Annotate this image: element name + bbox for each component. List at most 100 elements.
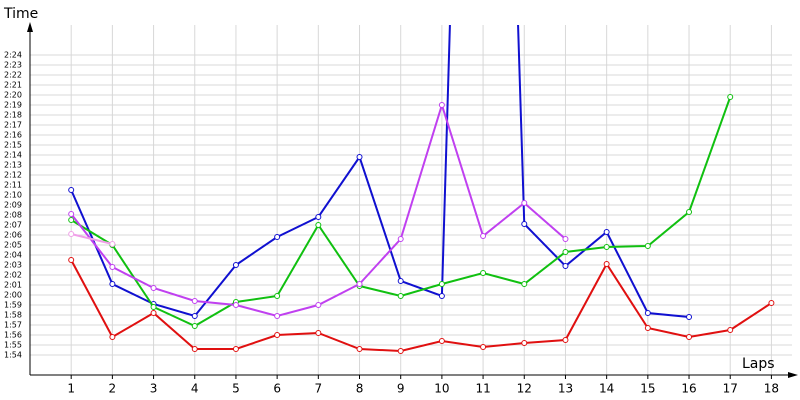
- point: [521, 200, 528, 206]
- x-tick-label: 10: [434, 382, 449, 396]
- point: [438, 102, 445, 108]
- point: [438, 293, 445, 299]
- x-tick-label: 1: [67, 382, 75, 396]
- y-tick-label: 2:07: [4, 221, 22, 230]
- x-tick-label: 5: [232, 382, 240, 396]
- point: [356, 154, 363, 160]
- x-tick-label: 12: [517, 382, 532, 396]
- point: [603, 244, 610, 250]
- x-tick-label: 15: [640, 382, 655, 396]
- point: [109, 264, 116, 270]
- point: [480, 270, 487, 276]
- y-tick-label: 2:10: [4, 191, 22, 200]
- point: [356, 281, 363, 287]
- y-tick-label: 2:24: [4, 51, 22, 60]
- point: [521, 340, 528, 346]
- point: [68, 257, 75, 263]
- series-line: [70, 233, 113, 245]
- point: [397, 278, 404, 284]
- point: [315, 330, 322, 336]
- y-tick-label: 2:04: [4, 251, 22, 260]
- point: [109, 334, 116, 340]
- y-tick-label: 2:22: [4, 71, 22, 80]
- point: [686, 334, 693, 340]
- y-tick-label: 2:08: [4, 211, 22, 220]
- x-tick-label: 14: [599, 382, 614, 396]
- x-axis-label: Laps: [742, 356, 775, 372]
- point: [274, 332, 281, 338]
- x-tick-label: 8: [356, 382, 364, 396]
- x-tick-label: 9: [397, 382, 405, 396]
- y-tick-label: 2:18: [4, 111, 22, 120]
- y-tick-label: 2:16: [4, 131, 22, 140]
- y-axis-label: Time: [3, 6, 38, 22]
- y-tick-label: 1:54: [4, 351, 22, 360]
- point: [644, 243, 651, 249]
- point: [232, 302, 239, 308]
- point: [191, 346, 198, 352]
- x-tick-label: 6: [273, 382, 281, 396]
- x-tick-label: 18: [764, 382, 779, 396]
- point: [686, 314, 693, 320]
- point: [644, 310, 651, 316]
- y-arrow: [27, 22, 33, 32]
- point: [274, 234, 281, 240]
- point: [191, 323, 198, 329]
- point: [232, 346, 239, 352]
- point: [109, 281, 116, 287]
- point: [480, 233, 487, 239]
- y-tick-label: 2:14: [4, 151, 22, 160]
- y-tick-label: 1:57: [4, 321, 22, 330]
- plot-area: [68, 25, 775, 354]
- y-tick-label: 2:17: [4, 121, 22, 130]
- point: [274, 293, 281, 299]
- point: [397, 236, 404, 242]
- point: [768, 300, 775, 306]
- y-tick-label: 2:02: [4, 271, 22, 280]
- point: [315, 222, 322, 228]
- point: [727, 94, 734, 100]
- x-tick-label: 7: [315, 382, 323, 396]
- x-tick-label: 3: [150, 382, 158, 396]
- point: [397, 348, 404, 354]
- point: [274, 313, 281, 319]
- point: [68, 211, 75, 217]
- point: [68, 217, 75, 223]
- point: [603, 229, 610, 235]
- point: [356, 346, 363, 352]
- point: [480, 344, 487, 350]
- y-tick-label: 2:09: [4, 201, 22, 210]
- y-tick-label: 2:11: [4, 181, 22, 190]
- point: [150, 304, 157, 310]
- x-tick-label: 11: [475, 382, 490, 396]
- x-arrow: [788, 372, 798, 378]
- y-tick-label: 2:03: [4, 261, 22, 270]
- y-tick-label: 2:20: [4, 91, 22, 100]
- point: [109, 241, 116, 247]
- x-tick-label: 13: [558, 382, 573, 396]
- y-tick-label: 1:58: [4, 311, 22, 320]
- y-tick-label: 2:05: [4, 241, 22, 250]
- point: [438, 281, 445, 287]
- point: [521, 221, 528, 227]
- point: [562, 249, 569, 255]
- point: [315, 214, 322, 220]
- point: [232, 262, 239, 268]
- point: [521, 281, 528, 287]
- y-tick-label: 2:15: [4, 141, 22, 150]
- y-tick-label: 2:21: [4, 81, 22, 90]
- y-tick-label: 2:00: [4, 291, 22, 300]
- point: [68, 231, 75, 237]
- y-tick-label: 2:01: [4, 281, 22, 290]
- point: [191, 313, 198, 319]
- y-tick-label: 2:23: [4, 61, 22, 70]
- y-tick-label: 2:19: [4, 101, 22, 110]
- point: [150, 310, 157, 316]
- point: [150, 285, 157, 291]
- grid: 1:541:551:561:571:581:592:002:012:022:03…: [4, 25, 792, 396]
- series-line: [70, 25, 690, 318]
- point: [315, 302, 322, 308]
- x-tick-label: 17: [723, 382, 738, 396]
- x-tick-label: 16: [681, 382, 696, 396]
